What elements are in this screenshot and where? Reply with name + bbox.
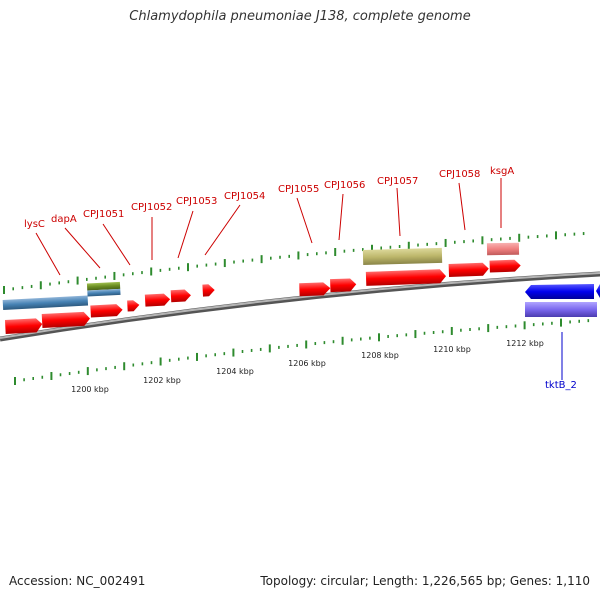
scale-label-1208: 1208 kbp (361, 351, 399, 360)
accession-text: Accession: NC_002491 (9, 574, 146, 588)
cpj1057-leader-line (396, 187, 401, 237)
reverse-gene-arrow-edge (596, 284, 600, 298)
lysc-leader-line (35, 232, 61, 276)
tick-marks (3, 231, 590, 385)
gene-label-tktb-2: tktB_2 (545, 380, 577, 391)
scale-label-1212: 1212 kbp (506, 339, 544, 348)
cpj1055-gene-arrow (299, 282, 331, 297)
cpj1056-leader-line (338, 193, 344, 241)
dapa-feature-bar-lower (87, 288, 121, 297)
cpj1051-leader-line (102, 223, 131, 266)
scale-label-1206: 1206 kbp (288, 359, 326, 368)
gene-label-cpj1057: CPJ1057 (377, 176, 418, 187)
lysc-feature-bar (2, 295, 89, 310)
cpj1058-gene-arrow (448, 262, 489, 277)
genome-backbone-highlight (0, 272, 600, 339)
ksga-gene-arrow (489, 259, 521, 273)
lysc-gene-arrow (4, 318, 43, 334)
map-title: Chlamydophila pneumoniae J138, complete … (129, 9, 471, 24)
cpj1054-leader-line (204, 204, 241, 256)
genome-summary-text: Topology: circular; Length: 1,226,565 bp… (260, 574, 590, 588)
scale-label-1200: 1200 kbp (71, 385, 109, 394)
scale-label-1204: 1204 kbp (216, 367, 254, 376)
dapa-feature-bar-upper (86, 281, 121, 291)
gene-label-cpj1052: CPJ1052 (131, 202, 172, 213)
cpj1053-gene-arrow-b (170, 289, 191, 303)
genome-backbone (0, 271, 600, 342)
cpj1052-gene-arrow (127, 300, 140, 312)
cpj1054-gene-arrow (202, 284, 215, 297)
cpj1057-gene-arrow (365, 269, 447, 286)
gene-label-dapa: dapA (51, 214, 77, 225)
cpj1056-gene-arrow (330, 278, 357, 293)
gene-label-ksga: ksgA (490, 166, 514, 177)
dapa-gene-arrow (41, 311, 91, 329)
gene-label-cpj1053: CPJ1053 (176, 196, 217, 207)
cpj1057-feature-bar (362, 247, 443, 265)
gene-label-cpj1056: CPJ1056 (324, 180, 365, 191)
dapa-leader-line (64, 227, 101, 269)
cpj1053-leader-line (177, 210, 194, 259)
tktb-2-gene-arrow (525, 284, 594, 299)
gene-label-cpj1055: CPJ1055 (278, 184, 319, 195)
gene-label-lysc: lysC (24, 219, 45, 230)
cpj1051-gene-arrow (90, 304, 123, 318)
scale-label-1202: 1202 kbp (143, 376, 181, 385)
cpj1058-leader-line (458, 182, 466, 231)
cpj1055-leader-line (296, 197, 313, 244)
gene-label-cpj1051: CPJ1051 (83, 209, 124, 220)
ksga-feature-bar (486, 242, 520, 256)
gene-label-cpj1058: CPJ1058 (439, 169, 480, 180)
scale-label-1210: 1210 kbp (433, 345, 471, 354)
cpj1053-gene-arrow-a (144, 293, 171, 307)
gene-label-cpj1054: CPJ1054 (224, 191, 265, 202)
tktb-2-feature-bar (525, 302, 597, 317)
